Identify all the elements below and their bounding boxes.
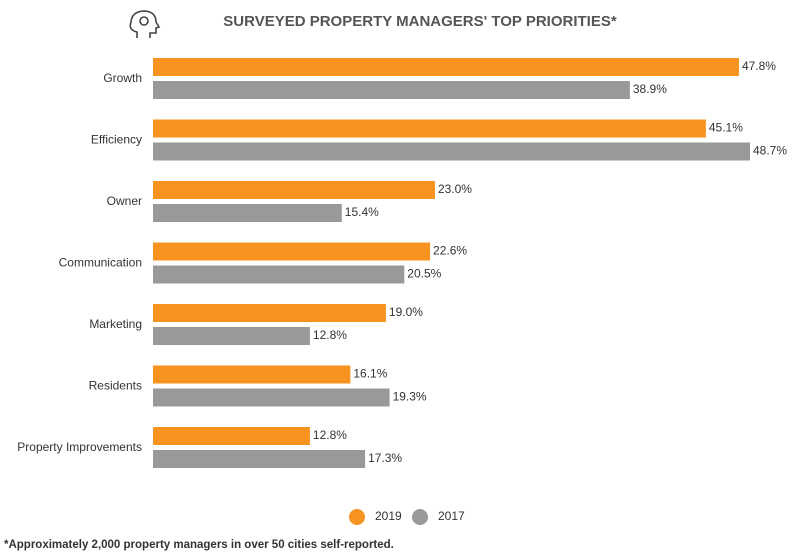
bar: [153, 242, 431, 261]
data-label: 48.7%: [753, 144, 787, 158]
data-label: 12.8%: [313, 328, 347, 342]
y-tick-label: Owner: [107, 194, 142, 208]
bar: [153, 204, 342, 222]
chart-title: SURVEYED PROPERTY MANAGERS' TOP PRIORITI…: [223, 13, 617, 30]
bar: [153, 119, 706, 138]
legend-marker: [412, 509, 428, 525]
data-label: 38.9%: [633, 82, 667, 96]
legend-label: 2017: [438, 509, 465, 523]
data-label: 12.8%: [313, 428, 347, 442]
y-tick-label: Efficiency: [91, 133, 142, 147]
data-label: 16.1%: [353, 367, 387, 381]
bar: [153, 304, 386, 322]
data-label: 20.5%: [407, 267, 441, 281]
bar: [153, 265, 405, 284]
legend-marker: [349, 509, 365, 525]
data-label: 19.0%: [389, 305, 423, 319]
data-label: 23.0%: [438, 182, 472, 196]
y-tick-label: Communication: [59, 256, 142, 270]
data-label: 47.8%: [742, 59, 776, 73]
bar: [153, 388, 390, 407]
bar: [153, 365, 351, 384]
y-tick-label: Residents: [89, 379, 142, 393]
y-tick-label: Property Improvements: [17, 440, 142, 454]
data-label: 17.3%: [368, 451, 402, 465]
legend-label: 2019: [375, 509, 402, 523]
bar: [153, 427, 310, 445]
bar: [153, 58, 739, 76]
data-label: 15.4%: [345, 205, 379, 219]
y-tick-label: Marketing: [89, 317, 142, 331]
data-label: 19.3%: [393, 390, 427, 404]
data-label: 45.1%: [709, 121, 743, 135]
data-label: 22.6%: [433, 244, 467, 258]
bar: [153, 181, 435, 199]
bar: [153, 327, 310, 345]
bar: [153, 450, 366, 468]
footnote: *Approximately 2,000 property managers i…: [4, 539, 394, 551]
bar: [153, 142, 750, 161]
bar: [153, 81, 630, 99]
y-tick-label: Growth: [103, 71, 142, 85]
head-icon: [129, 10, 161, 38]
